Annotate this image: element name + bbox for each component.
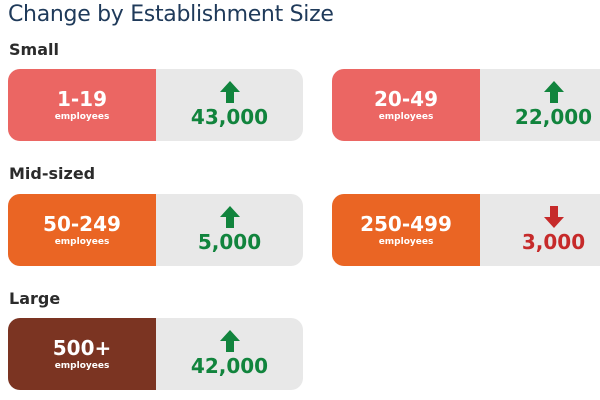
change-value: 42,000 [190,354,269,378]
arrow-up-icon [219,81,240,103]
size-range-label: 20-49 [374,86,438,111]
change-panel: 5,000 [156,194,303,266]
size-unit-label: employees [54,111,110,122]
size-range-label: 50-249 [43,211,121,236]
size-card-1-19: 1-19 employees 43,000 [8,69,303,141]
change-panel: 42,000 [156,318,303,390]
size-card-250-499: 250-499 employees 3,000 [332,194,600,266]
size-range-panel: 250-499 employees [332,194,480,266]
size-unit-label: employees [54,236,110,247]
size-card-20-49: 20-49 employees 22,000 [332,69,600,141]
size-range-panel: 1-19 employees [8,69,156,141]
size-range-panel: 500+ employees [8,318,156,390]
size-range-label: 1-19 [56,86,108,111]
size-unit-label: employees [54,360,110,371]
size-unit-label: employees [378,111,434,122]
size-range-panel: 50-249 employees [8,194,156,266]
arrow-up-icon [219,330,240,352]
change-panel: 22,000 [480,69,600,141]
arrow-up-icon [543,81,564,103]
size-card-500-plus: 500+ employees 42,000 [8,318,303,390]
arrow-down-icon [543,206,564,228]
size-range-panel: 20-49 employees [332,69,480,141]
section-label-small: Small [9,40,59,59]
arrow-up-icon [219,206,240,228]
size-card-50-249: 50-249 employees 5,000 [8,194,303,266]
change-panel: 3,000 [480,194,600,266]
change-panel: 43,000 [156,69,303,141]
change-value: 3,000 [521,230,586,254]
size-range-label: 250-499 [360,211,452,236]
page-title: Change by Establishment Size [8,2,334,27]
section-label-mid-sized: Mid-sized [9,164,96,183]
change-value: 22,000 [514,105,593,129]
change-value: 43,000 [190,105,269,129]
section-label-large: Large [9,289,61,308]
size-unit-label: employees [378,236,434,247]
size-range-label: 500+ [52,335,112,360]
change-value: 5,000 [197,230,262,254]
